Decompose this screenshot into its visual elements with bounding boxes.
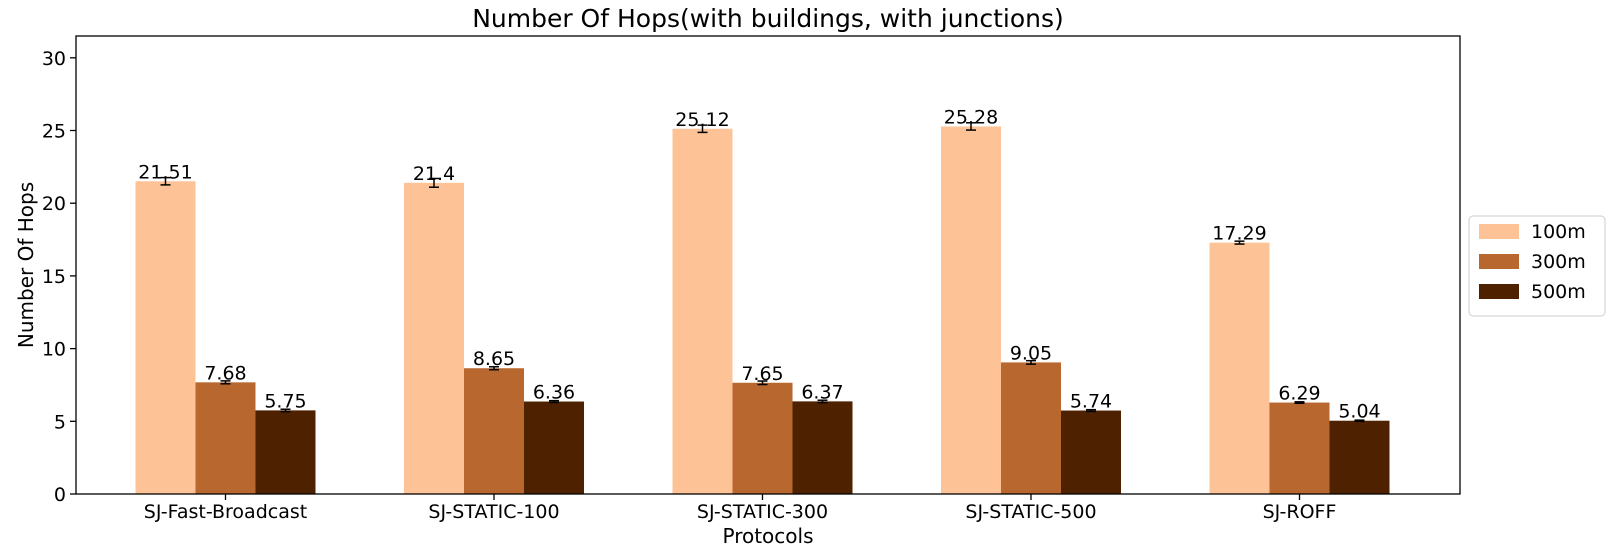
y-axis: 0 5 10 15 20 25 30: [42, 48, 76, 506]
bar: [941, 126, 1001, 494]
data-label: 6.36: [533, 382, 575, 404]
data-label: 5.74: [1070, 391, 1112, 413]
legend-swatch: [1479, 254, 1519, 269]
legend-swatch: [1479, 224, 1519, 239]
bar: [1329, 420, 1390, 494]
x-tick-label: SJ-STATIC-100: [428, 501, 559, 523]
bar: [1061, 410, 1121, 494]
x-tick-label: SJ-STATIC-300: [697, 501, 828, 523]
data-label: 25.28: [944, 106, 998, 128]
bar: [195, 382, 256, 494]
bar: [135, 181, 196, 494]
bar: [732, 382, 793, 494]
y-tick-label: 30: [42, 48, 66, 70]
chart-title: Number Of Hops(with buildings, with junc…: [472, 4, 1064, 33]
bar: [464, 368, 524, 494]
bar: [524, 401, 584, 494]
data-labels-layer: 21.51 7.68 5.75 21.4 8.65 6.36 25.12 7.65 6.37 25…: [138, 106, 1380, 422]
data-label: 9.05: [1010, 342, 1052, 364]
x-axis: SJ-Fast-Broadcast SJ-STATIC-100 SJ-STATIC-…: [144, 494, 1337, 523]
bar: [1269, 402, 1330, 494]
data-label: 6.37: [801, 381, 843, 403]
bar: [672, 128, 733, 494]
data-label: 5.04: [1338, 401, 1380, 423]
y-tick-label: 10: [42, 339, 66, 361]
x-tick-label: SJ-STATIC-500: [965, 501, 1096, 523]
data-label: 6.29: [1278, 383, 1320, 405]
legend-label: 500m: [1531, 281, 1586, 303]
y-tick-label: 5: [54, 411, 66, 433]
data-label: 21.4: [413, 163, 455, 185]
data-label: 8.65: [473, 348, 515, 370]
legend-label: 100m: [1531, 221, 1586, 243]
x-axis-label: Protocols: [722, 524, 813, 548]
y-tick-label: 20: [42, 193, 66, 215]
plot-frame: [75, 35, 1461, 495]
bar: [1001, 362, 1061, 494]
x-tick-label: SJ-Fast-Broadcast: [144, 501, 307, 523]
data-label: 25.12: [675, 109, 729, 131]
data-label: 17.29: [1212, 223, 1266, 245]
legend-label: 300m: [1531, 251, 1586, 273]
y-tick-label: 25: [42, 121, 66, 143]
legend: 100m 300m 500m: [1468, 215, 1606, 317]
data-label: 21.51: [138, 161, 192, 183]
y-tick-label: 0: [54, 484, 66, 506]
bar: [255, 410, 316, 494]
bar: [404, 182, 464, 494]
data-label: 5.75: [264, 390, 306, 412]
legend-swatch: [1479, 284, 1519, 299]
y-axis-label: Number Of Hops: [14, 182, 38, 348]
data-label: 7.68: [204, 362, 246, 384]
data-label: 7.65: [741, 363, 783, 385]
bar: [792, 401, 853, 494]
bar: [1209, 242, 1270, 494]
x-tick-label: SJ-ROFF: [1263, 501, 1337, 523]
bars-layer: [135, 122, 1390, 494]
y-tick-label: 15: [42, 266, 66, 288]
